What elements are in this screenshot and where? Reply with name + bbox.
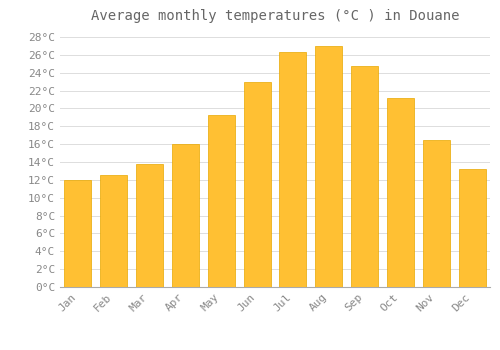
Bar <box>280 52 306 287</box>
Bar <box>208 115 234 287</box>
Bar <box>100 175 127 287</box>
Bar <box>351 65 378 287</box>
Bar <box>316 46 342 287</box>
Title: Average monthly temperatures (°C ) in Douane: Average monthly temperatures (°C ) in Do… <box>91 9 459 23</box>
Bar <box>387 98 414 287</box>
Bar <box>458 169 485 287</box>
Bar <box>244 82 270 287</box>
Bar <box>136 164 163 287</box>
Bar <box>423 140 450 287</box>
Bar <box>172 144 199 287</box>
Bar <box>64 180 92 287</box>
